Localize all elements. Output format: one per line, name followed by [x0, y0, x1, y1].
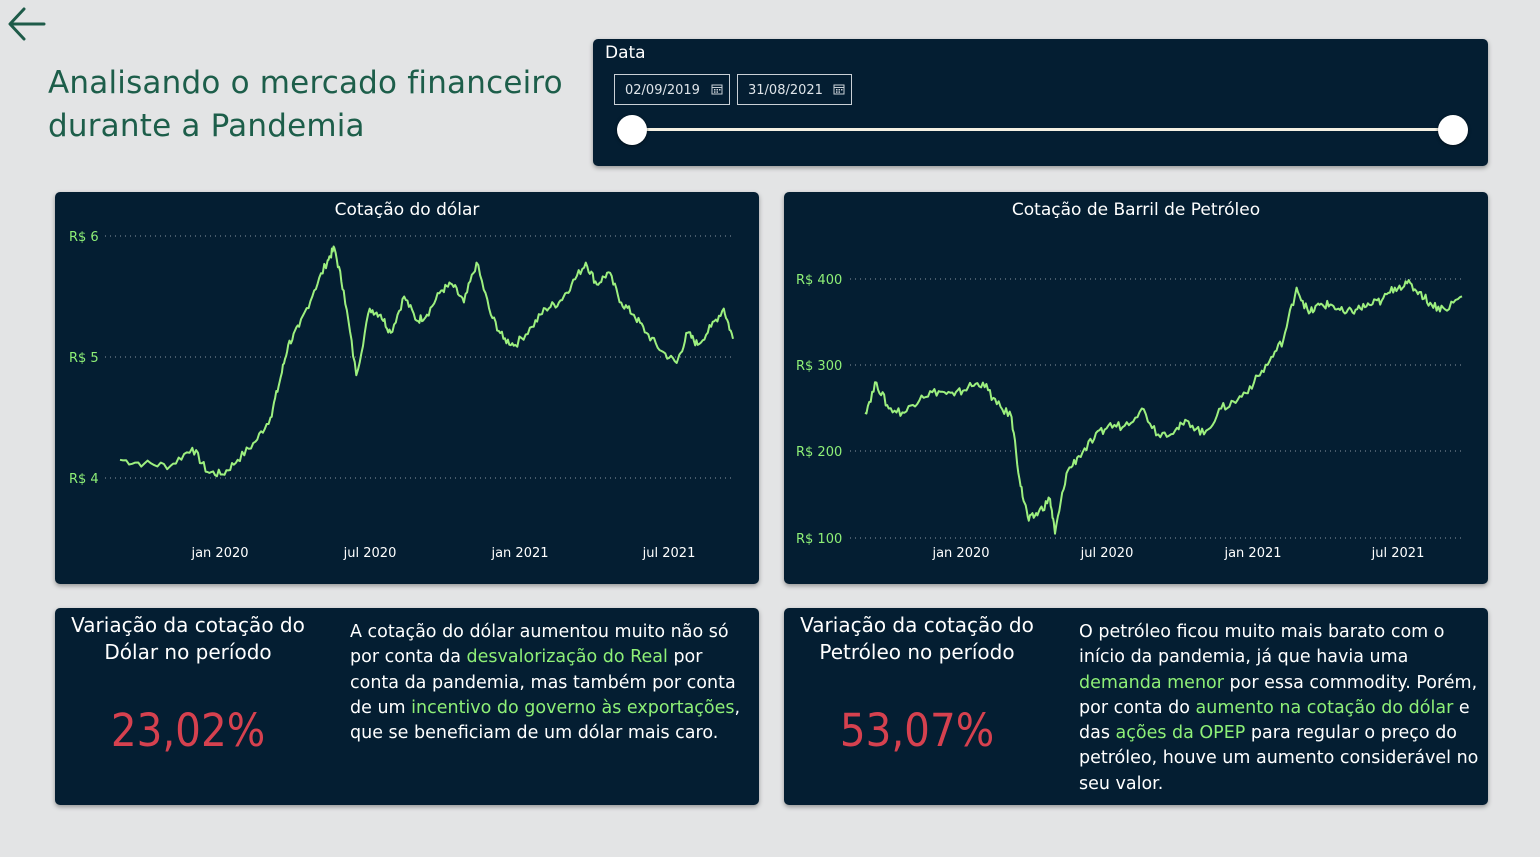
- y-tick-label: R$ 300: [796, 359, 842, 374]
- dollar-chart-panel: Cotação do dólar R$ 6 R$ 5 R$ 4 jan 2020 jul…: [55, 192, 759, 584]
- y-tick-label: R$ 6: [69, 230, 99, 245]
- x-tick-label: jan 2020: [931, 546, 989, 561]
- oil-chart-panel: Cotação de Barril de Petróleo R$ 400 R$ 3…: [784, 192, 1488, 584]
- dollar-line-chart: R$ 6 R$ 5 R$ 4 jan 2020 jul 2020 jan 2021 jul …: [69, 230, 734, 561]
- date-slicer: Data 02/09/2019 31/08/2021: [593, 39, 1488, 166]
- x-tick-label: jul 2021: [642, 546, 696, 561]
- kpi-description: O petróleo ficou muito mais barato com o…: [1079, 620, 1489, 797]
- kpi-value: 23,02%: [110, 704, 266, 757]
- page-title: Analisando o mercado financeiro durante …: [48, 65, 563, 144]
- description-text: para regular o preço do petróleo, houve …: [1079, 723, 1479, 794]
- oil-line-chart: R$ 400 R$ 300 R$ 200 R$ 100 jan 2020 jul 2020…: [796, 273, 1463, 561]
- series-line: [119, 245, 734, 478]
- end-date-value: 31/08/2021: [748, 83, 823, 98]
- start-date-value: 02/09/2019: [625, 83, 700, 98]
- y-tick-label: R$ 200: [796, 445, 842, 460]
- series-line: [864, 279, 1463, 535]
- x-tick-label: jul 2021: [1371, 546, 1425, 561]
- x-tick-label: jan 2021: [1223, 546, 1281, 561]
- chart-title: Cotação de Barril de Petróleo: [1011, 200, 1261, 220]
- x-tick-label: jan 2020: [190, 546, 248, 561]
- description-text: por essa commodity. Porém, por conta do: [1079, 672, 1478, 718]
- calendar-icon[interactable]: [833, 83, 845, 95]
- calendar-icon[interactable]: [711, 83, 723, 95]
- description-text: O petróleo ficou muito mais barato com o…: [1079, 622, 1445, 668]
- x-tick-label: jul 2020: [1080, 546, 1134, 561]
- chart-title: Cotação do dólar: [334, 200, 480, 220]
- description-text: , que se beneficiam de um dólar mais car…: [350, 697, 741, 744]
- slider-start-handle[interactable]: [617, 115, 647, 145]
- slicer-label: Data: [605, 43, 646, 63]
- highlight-text: desvalorização do Real: [466, 647, 668, 668]
- description-text: e das: [1079, 697, 1470, 744]
- slider-end-handle[interactable]: [1438, 115, 1468, 145]
- x-tick-label: jan 2021: [490, 546, 548, 561]
- date-range-slider-track[interactable]: [631, 128, 1453, 131]
- highlight-text: demanda menor: [1079, 672, 1224, 693]
- description-text: A cotação do dólar aumentou muito não só…: [350, 622, 729, 668]
- description-text: por conta da pandemia, mas também por co…: [350, 647, 736, 718]
- dollar-kpi-panel: Variação da cotação do Dólar no período …: [55, 608, 759, 805]
- y-tick-label: R$ 400: [796, 273, 842, 288]
- start-date-input[interactable]: 02/09/2019: [614, 74, 730, 105]
- highlight-text: aumento na cotação do dólar: [1195, 697, 1454, 718]
- x-tick-label: jul 2020: [343, 546, 397, 561]
- y-tick-label: R$ 100: [796, 532, 842, 547]
- highlight-text: incentivo do governo às exportações: [411, 697, 735, 718]
- back-arrow-icon[interactable]: [6, 4, 46, 44]
- end-date-input[interactable]: 31/08/2021: [737, 74, 852, 105]
- y-tick-label: R$ 4: [69, 472, 99, 487]
- y-tick-label: R$ 5: [69, 351, 99, 366]
- kpi-label: Variação da cotação do Dólar no período: [71, 613, 305, 664]
- kpi-description: A cotação do dólar aumentou muito não só…: [350, 620, 750, 746]
- kpi-label: Variação da cotação do Petróleo no perío…: [800, 613, 1034, 664]
- highlight-text: ações da OPEP: [1115, 723, 1246, 744]
- oil-kpi-panel: Variação da cotação do Petróleo no perío…: [784, 608, 1488, 805]
- kpi-value: 53,07%: [839, 704, 995, 757]
